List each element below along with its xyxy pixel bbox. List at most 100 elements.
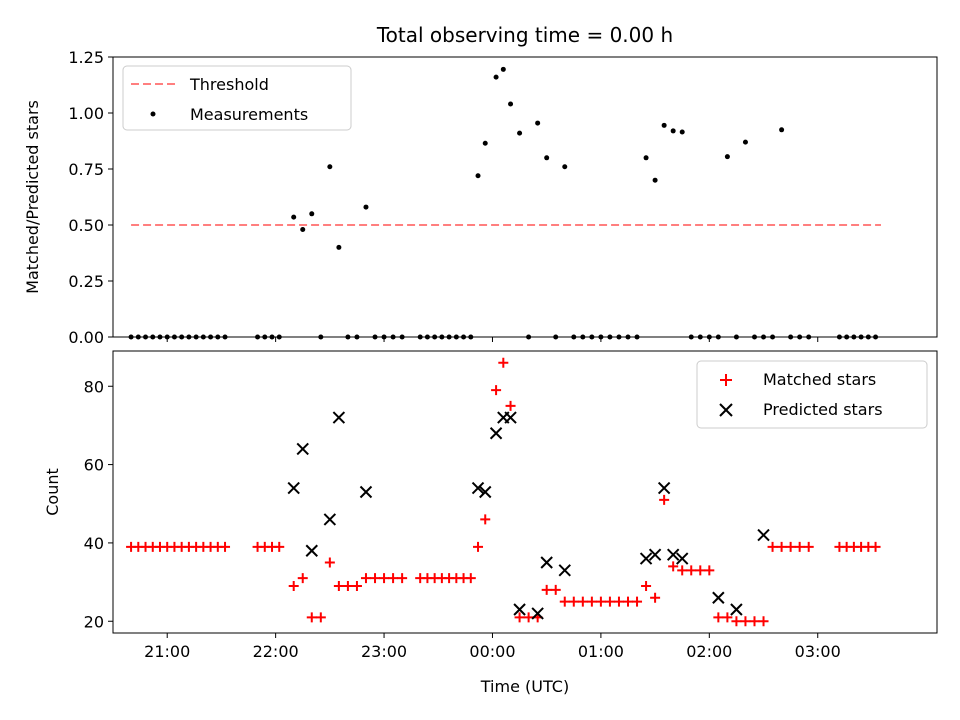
matched-star-point [498,357,509,368]
measurement-point [580,334,586,340]
legend-threshold-label: Threshold [189,75,269,94]
y-tick-label: 0.50 [68,216,104,235]
measurement-point [262,334,268,340]
matched-star-point [577,596,588,607]
measurement-point [432,334,438,340]
matched-star-point [695,565,706,576]
measurement-point [390,334,396,340]
matched-star-point [523,612,534,623]
measurement-point [157,334,163,340]
matched-star-point [758,616,769,627]
measurement-point [851,334,857,340]
panel-frame-top [112,56,938,338]
predicted-star-point [757,528,770,542]
measurement-point [179,334,185,340]
predicted-star-point [359,485,373,499]
matched-star-point [632,596,643,607]
matched-star-point [870,541,881,552]
measurement-point [779,127,785,133]
measurement-point [526,334,532,340]
y-tick-label: 40 [84,534,104,553]
y-tick-label: 0.75 [68,160,104,179]
predicted-star-point [479,485,492,499]
matched-star-point [704,565,715,576]
predicted-star-point [657,481,671,495]
predicted-star-point [712,591,725,604]
matched-star-point [803,541,814,552]
predicted-star-point [489,427,503,440]
matched-star-point [668,561,679,572]
measurement-point [836,334,842,340]
matched-star-point [686,565,697,576]
x-tick-label: 01:00 [578,642,624,661]
matched-star-point [514,612,525,623]
x-tick-label: 03:00 [795,642,841,661]
measurement-point [797,334,803,340]
measurement-point [222,334,228,340]
measurement-point [345,334,351,340]
matched-star-point [731,616,742,627]
matched-star-point [659,494,670,505]
predicted-star-point [504,411,517,424]
matched-star-point [568,596,579,607]
bottom-x-axis-label: Time (UTC) [480,677,569,696]
predicted-star-point [296,442,309,456]
bottom-legend: Matched stars Predicted stars [696,360,928,429]
predicted-star-point [639,552,653,565]
bottom-legend-frame [696,360,928,429]
matched-star-point [650,592,661,603]
measurement-point [607,334,613,340]
legend-matched-swatch [720,374,732,386]
measurement-point [643,155,649,161]
measurement-point [446,334,452,340]
top-legend-frame [122,65,352,131]
matched-star-point [767,541,778,552]
measurement-point [291,214,297,220]
measurement-point [417,334,423,340]
measurement-point [715,334,721,340]
measurement-point [517,130,523,136]
matched-star-point [397,573,408,584]
measurement-point [381,334,387,340]
matched-star-point [794,541,805,552]
predicted-star-point [730,603,743,616]
matched-star-point [297,573,308,584]
measurement-point [150,334,156,340]
measurement-point [186,334,192,340]
measurement-point [616,334,622,340]
bottom-y-axis-label: Count [43,468,62,516]
matched-star-point [595,596,606,607]
matched-star-point [776,541,787,552]
matched-star-point [541,584,552,595]
measurement-point [661,122,667,128]
measurement-point [679,129,685,135]
x-tick-label: 23:00 [361,642,407,661]
predicted-star-point [540,556,553,569]
measurement-point [788,334,794,340]
measurement-point [544,155,550,161]
measurement-point [164,334,170,340]
matched-star-point [505,400,516,411]
matched-star-point [749,616,760,627]
measurement-point [598,334,604,340]
measurement-point [706,334,712,340]
measurement-point [468,334,474,340]
y-tick-label: 0.00 [68,328,104,347]
measurement-point [733,334,739,340]
matched-star-point [586,596,597,607]
measurement-point [276,334,282,340]
measurement-point [844,334,850,340]
measurement-point [200,334,206,340]
y-tick-label: 1.00 [68,104,104,123]
measurement-point [135,334,141,340]
measurement-point [171,334,177,340]
measurement-point [208,334,214,340]
chart-title: Total observing time = 0.00 h [376,23,673,47]
matched-star-point [379,573,390,584]
predicted-star-point [332,411,346,424]
measurement-point [751,334,757,340]
measurement-point [858,334,864,340]
matched-star-point [465,573,476,584]
legend-matched-label: Matched stars [763,370,876,389]
